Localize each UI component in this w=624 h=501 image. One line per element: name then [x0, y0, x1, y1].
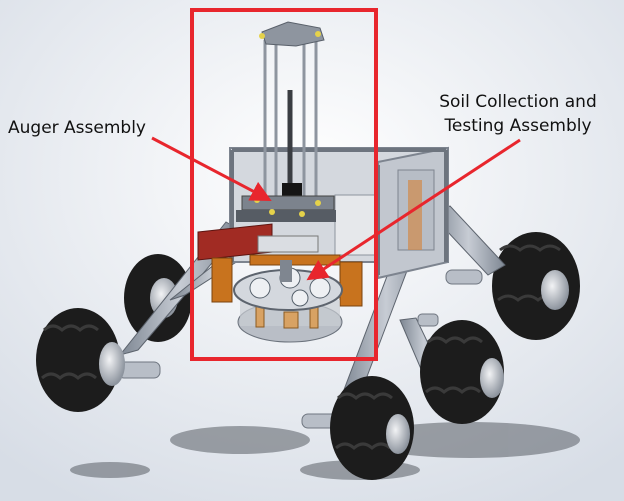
axles	[117, 269, 483, 429]
orange-brackets	[211, 254, 363, 307]
wheel-front-right	[330, 376, 414, 480]
soil-collection-label-line2: Testing Assembly	[444, 116, 592, 136]
sample-tray	[197, 223, 319, 261]
chassis-box	[229, 146, 449, 280]
highlight-box	[190, 8, 378, 361]
soil-carousel	[233, 260, 343, 343]
soil-collection-label-line1: Soil Collection and	[439, 92, 597, 112]
soil-collection-label: Soil Collection and Testing Assembly	[412, 90, 624, 138]
auger-assembly-label: Auger Assembly	[8, 118, 146, 138]
wheel-front-left	[36, 308, 125, 412]
auger-arrow	[151, 136, 272, 201]
floor-shadows	[70, 422, 580, 480]
soil-arrow	[306, 138, 521, 281]
wheel-middle-right	[420, 320, 504, 424]
wheel-rear-right	[492, 232, 580, 340]
